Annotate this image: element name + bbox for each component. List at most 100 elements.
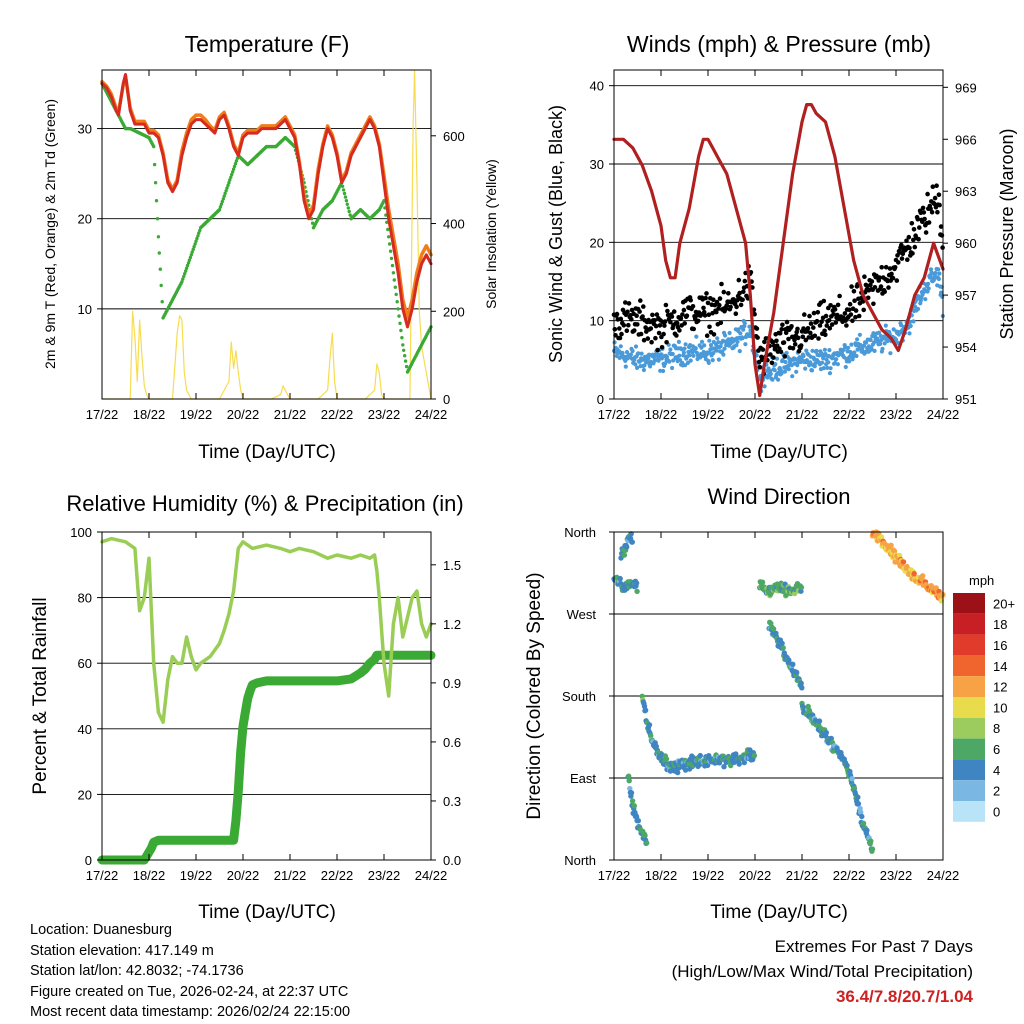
gust-point [669, 314, 675, 319]
direction-point [868, 838, 874, 844]
wind-point [612, 340, 617, 345]
gust-point [681, 307, 687, 313]
wind-point [933, 270, 938, 276]
direction-point [858, 809, 864, 815]
x-tick-label: 17/22 [86, 407, 119, 422]
legend-label: 6 [993, 742, 1000, 757]
wind-point [877, 330, 882, 335]
wind-point [664, 354, 670, 359]
direction-point [621, 552, 628, 558]
gust-point [668, 319, 673, 325]
gust-point [769, 360, 775, 366]
dewpoint-point [388, 249, 393, 253]
dewpoint-point [180, 280, 184, 284]
gust-point [920, 205, 926, 211]
direction-point [794, 669, 800, 676]
wind-point [911, 319, 916, 324]
direction-point [697, 752, 703, 759]
wind-point [648, 364, 653, 369]
gust-point [923, 230, 929, 235]
y-tick-label: South [562, 689, 596, 704]
x-tick-label: 17/22 [598, 407, 631, 422]
gust-point [795, 335, 801, 341]
dewpoint-point [182, 274, 186, 279]
wind-point [716, 357, 722, 362]
wind-point [774, 356, 780, 361]
gust-point [929, 209, 935, 215]
x-tick-label: 21/22 [786, 407, 819, 422]
wind-point [939, 290, 944, 295]
wind-point [872, 348, 877, 353]
gust-point [808, 321, 814, 326]
wind-point [636, 351, 641, 356]
dewpoint-point [343, 195, 348, 199]
x-tick-label: 23/22 [368, 868, 401, 883]
x-tick-label: 21/22 [274, 407, 307, 422]
gust-point [717, 296, 723, 301]
gust-point [650, 312, 655, 318]
wind-point [706, 360, 711, 365]
dewpoint-point [228, 178, 232, 182]
wind-point [737, 349, 742, 354]
gust-point [719, 281, 724, 287]
gust-point [896, 260, 901, 265]
dewpoint-point [218, 205, 223, 209]
dewpoint-point [231, 167, 236, 171]
direction-point [721, 764, 727, 770]
wind-point [868, 337, 873, 343]
gust-point [899, 242, 904, 248]
wind-point [878, 341, 883, 346]
wind-point [683, 363, 688, 368]
gust-point [894, 278, 900, 283]
gust-point [648, 326, 654, 331]
gust-point [823, 313, 829, 319]
direction-point [780, 645, 786, 651]
gust-point [701, 305, 706, 311]
y-tick-label: East [570, 771, 596, 786]
wind-point [908, 323, 913, 329]
gust-point [640, 314, 645, 319]
gust-point [624, 328, 630, 334]
legend-swatch [953, 717, 985, 739]
dewpoint-point [231, 170, 235, 174]
dewpoint-point [219, 202, 224, 206]
gust-point [915, 217, 921, 222]
dewpoint-point [345, 202, 349, 206]
x-tick-label: 18/22 [133, 407, 166, 422]
gust-point [935, 209, 940, 215]
legend-swatch [953, 780, 985, 801]
direction-point [798, 680, 804, 686]
x-tick-label: 19/22 [692, 868, 725, 883]
wind-point [822, 347, 828, 352]
dewpoint-point [154, 199, 159, 203]
gust-point [917, 225, 922, 230]
temperature-series [100, 69, 433, 400]
y2-tick-label: 960 [955, 236, 977, 251]
y-tick-label: 80 [78, 591, 92, 606]
gust-point [899, 256, 905, 261]
dewpoint-point [233, 162, 238, 166]
x-tick-label: 20/22 [227, 868, 260, 883]
wind-point [907, 331, 912, 336]
gust-point [625, 309, 630, 315]
gust-point [621, 323, 627, 328]
gust-point [724, 303, 730, 308]
gust-point [872, 285, 878, 290]
dewpoint-point [402, 348, 406, 352]
wind-point [926, 286, 931, 291]
wind-point [659, 356, 665, 361]
gust-point [831, 312, 836, 317]
dewpoint-point [394, 292, 398, 297]
x-tick-label: 19/22 [180, 407, 213, 422]
extremes-values: 36.4/7.8/20.7/1.04 [835, 987, 973, 1006]
gust-point [798, 343, 804, 348]
wind-point [814, 348, 819, 353]
direction-point [663, 756, 670, 762]
gust-point [665, 308, 670, 314]
dewpoint-point [404, 364, 409, 369]
wind-point [714, 348, 719, 353]
gust-point [659, 345, 665, 350]
x-tick-label: 20/22 [739, 868, 772, 883]
gust-point [833, 320, 839, 325]
